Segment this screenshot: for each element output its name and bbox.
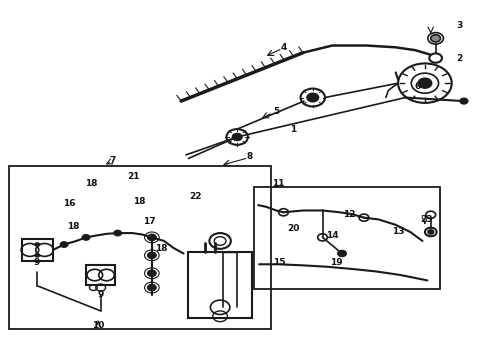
Text: 9: 9 <box>33 258 40 267</box>
Text: 5: 5 <box>272 107 279 116</box>
Text: 23: 23 <box>419 215 432 224</box>
Circle shape <box>417 78 431 88</box>
Text: 14: 14 <box>325 231 338 240</box>
Text: 16: 16 <box>62 199 75 208</box>
Bar <box>254 187 439 289</box>
Circle shape <box>82 234 90 240</box>
Text: 4: 4 <box>280 43 286 52</box>
Circle shape <box>147 252 156 258</box>
Text: 10: 10 <box>92 321 104 330</box>
Text: 12: 12 <box>343 210 355 219</box>
Bar <box>188 252 251 318</box>
Circle shape <box>306 93 318 102</box>
Circle shape <box>430 35 440 42</box>
Text: 22: 22 <box>189 192 202 201</box>
Text: 11: 11 <box>272 179 285 188</box>
Text: 13: 13 <box>391 228 404 237</box>
Circle shape <box>35 253 40 257</box>
Text: 19: 19 <box>329 258 342 267</box>
Circle shape <box>147 270 156 276</box>
Text: 3: 3 <box>455 21 461 30</box>
Text: 18: 18 <box>84 179 97 188</box>
Circle shape <box>60 242 68 247</box>
Text: 6: 6 <box>414 82 420 91</box>
Circle shape <box>427 230 433 234</box>
Text: 18: 18 <box>66 222 79 231</box>
Text: 7: 7 <box>109 156 116 165</box>
Text: 8: 8 <box>246 152 252 161</box>
Circle shape <box>114 230 122 236</box>
Bar <box>21 239 53 261</box>
Circle shape <box>337 250 346 257</box>
Bar <box>86 265 115 285</box>
Circle shape <box>147 234 156 240</box>
Text: 1: 1 <box>289 125 296 134</box>
Text: 21: 21 <box>127 172 139 181</box>
Text: 9: 9 <box>97 290 103 299</box>
Text: 17: 17 <box>143 217 155 226</box>
Text: 2: 2 <box>455 54 461 63</box>
Text: 20: 20 <box>286 224 299 233</box>
Circle shape <box>147 284 156 291</box>
Circle shape <box>459 98 467 104</box>
Circle shape <box>35 243 40 246</box>
Text: 15: 15 <box>273 258 285 267</box>
Circle shape <box>232 134 242 140</box>
Bar <box>9 166 271 329</box>
Text: 18: 18 <box>155 244 167 253</box>
Text: 18: 18 <box>133 197 145 206</box>
Circle shape <box>148 234 156 240</box>
